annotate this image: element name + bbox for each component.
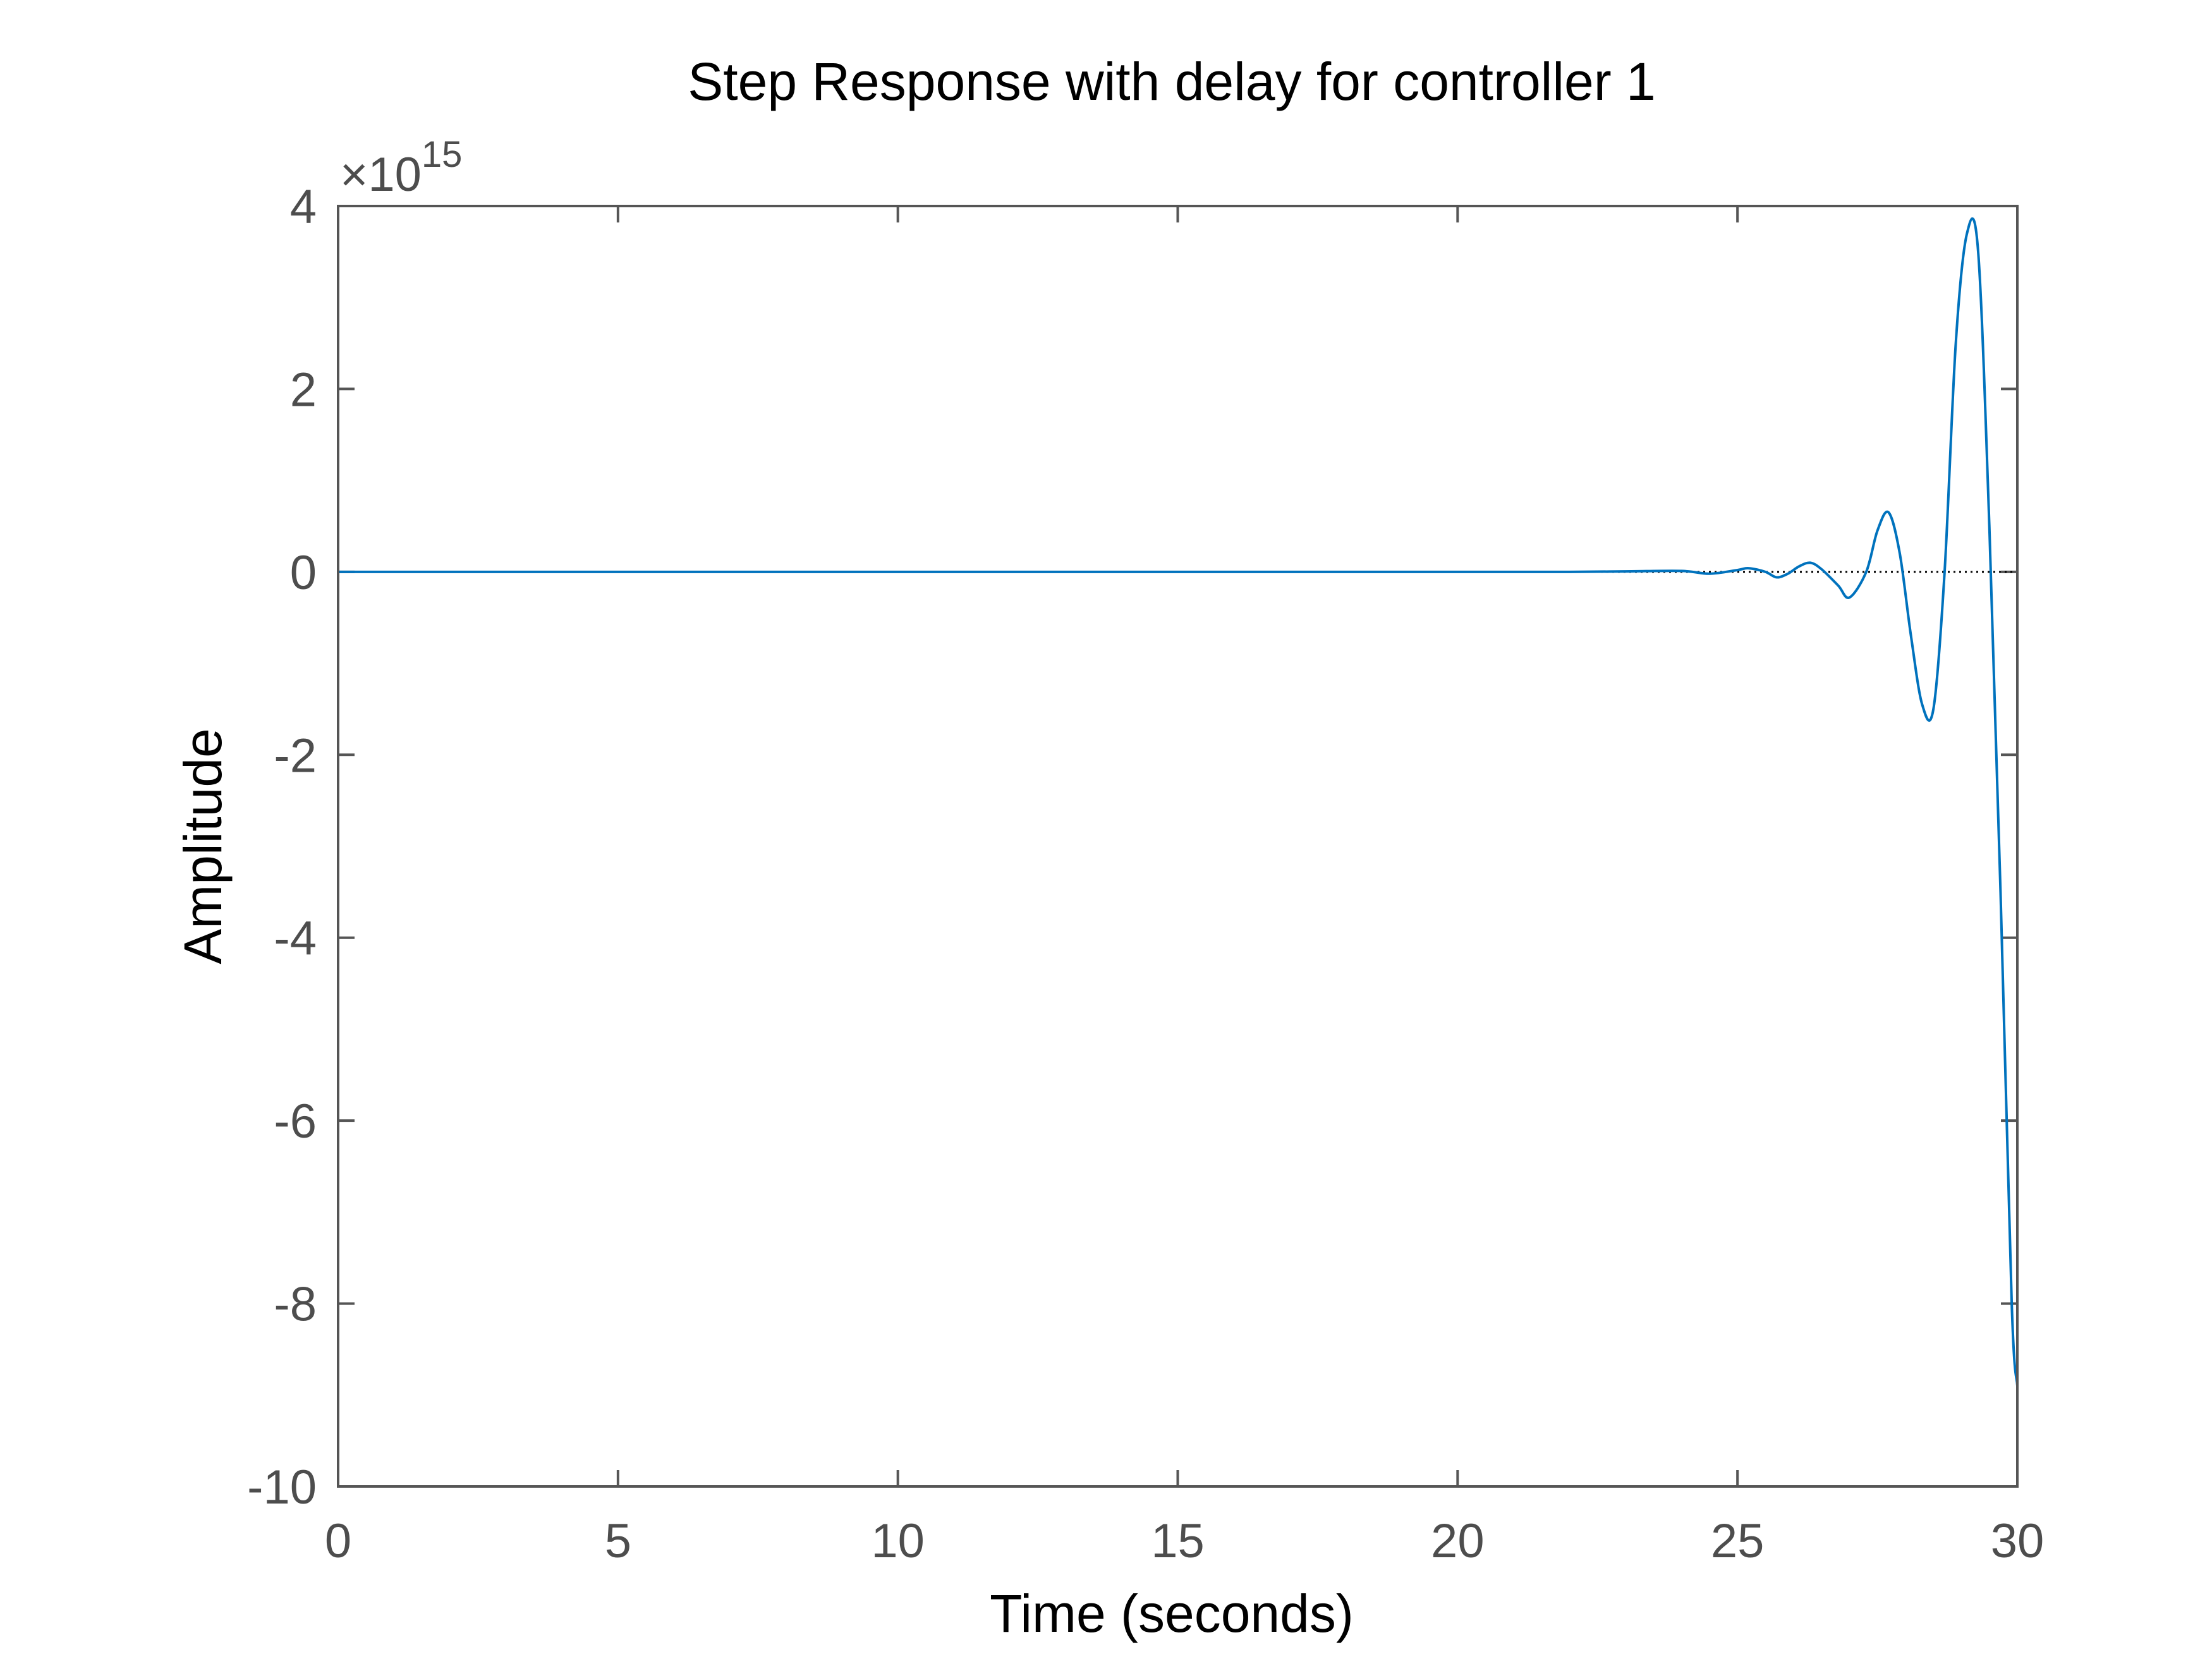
y-tick-label: 0 xyxy=(290,546,317,600)
y-tick-label: -2 xyxy=(274,729,317,782)
x-tick-label: 30 xyxy=(1991,1514,2045,1568)
x-tick-labels: 0 5 10 15 20 25 30 xyxy=(325,1514,2044,1568)
y-tick-label: 2 xyxy=(290,363,317,416)
series-group xyxy=(337,217,2019,1386)
y-exponent-power: 15 xyxy=(422,134,463,175)
plot-frame xyxy=(337,205,2019,1488)
y-tick-label: -4 xyxy=(274,912,317,966)
x-axis-label: Time (seconds) xyxy=(990,1584,1354,1643)
x-tick-label: 15 xyxy=(1151,1514,1205,1568)
x-tick-label: 25 xyxy=(1711,1514,1765,1568)
x-tick-label: 20 xyxy=(1431,1514,1485,1568)
y-axis-label: Amplitude xyxy=(173,728,233,964)
y-tick-label: 4 xyxy=(290,180,317,234)
x-tick-label: 10 xyxy=(871,1514,925,1568)
y-tick-label: -8 xyxy=(274,1278,317,1332)
y-tick-label: -10 xyxy=(247,1461,317,1514)
series-line xyxy=(337,217,2019,1386)
chart-title: Step Response with delay for controller … xyxy=(688,52,1655,111)
y-exponent-base: ×10 xyxy=(340,148,422,202)
y-tick-label: -6 xyxy=(274,1095,317,1148)
x-tick-label: 0 xyxy=(325,1514,351,1568)
plot-background xyxy=(338,206,2017,1486)
plot-area: 0 5 10 15 20 25 30 -10 -8 -6 -4 -2 0 2 4 xyxy=(247,180,2044,1568)
x-tick-label: 5 xyxy=(605,1514,631,1568)
y-exponent-label: ×1015 xyxy=(340,134,462,202)
y-tick-labels: -10 -8 -6 -4 -2 0 2 4 xyxy=(247,180,317,1514)
